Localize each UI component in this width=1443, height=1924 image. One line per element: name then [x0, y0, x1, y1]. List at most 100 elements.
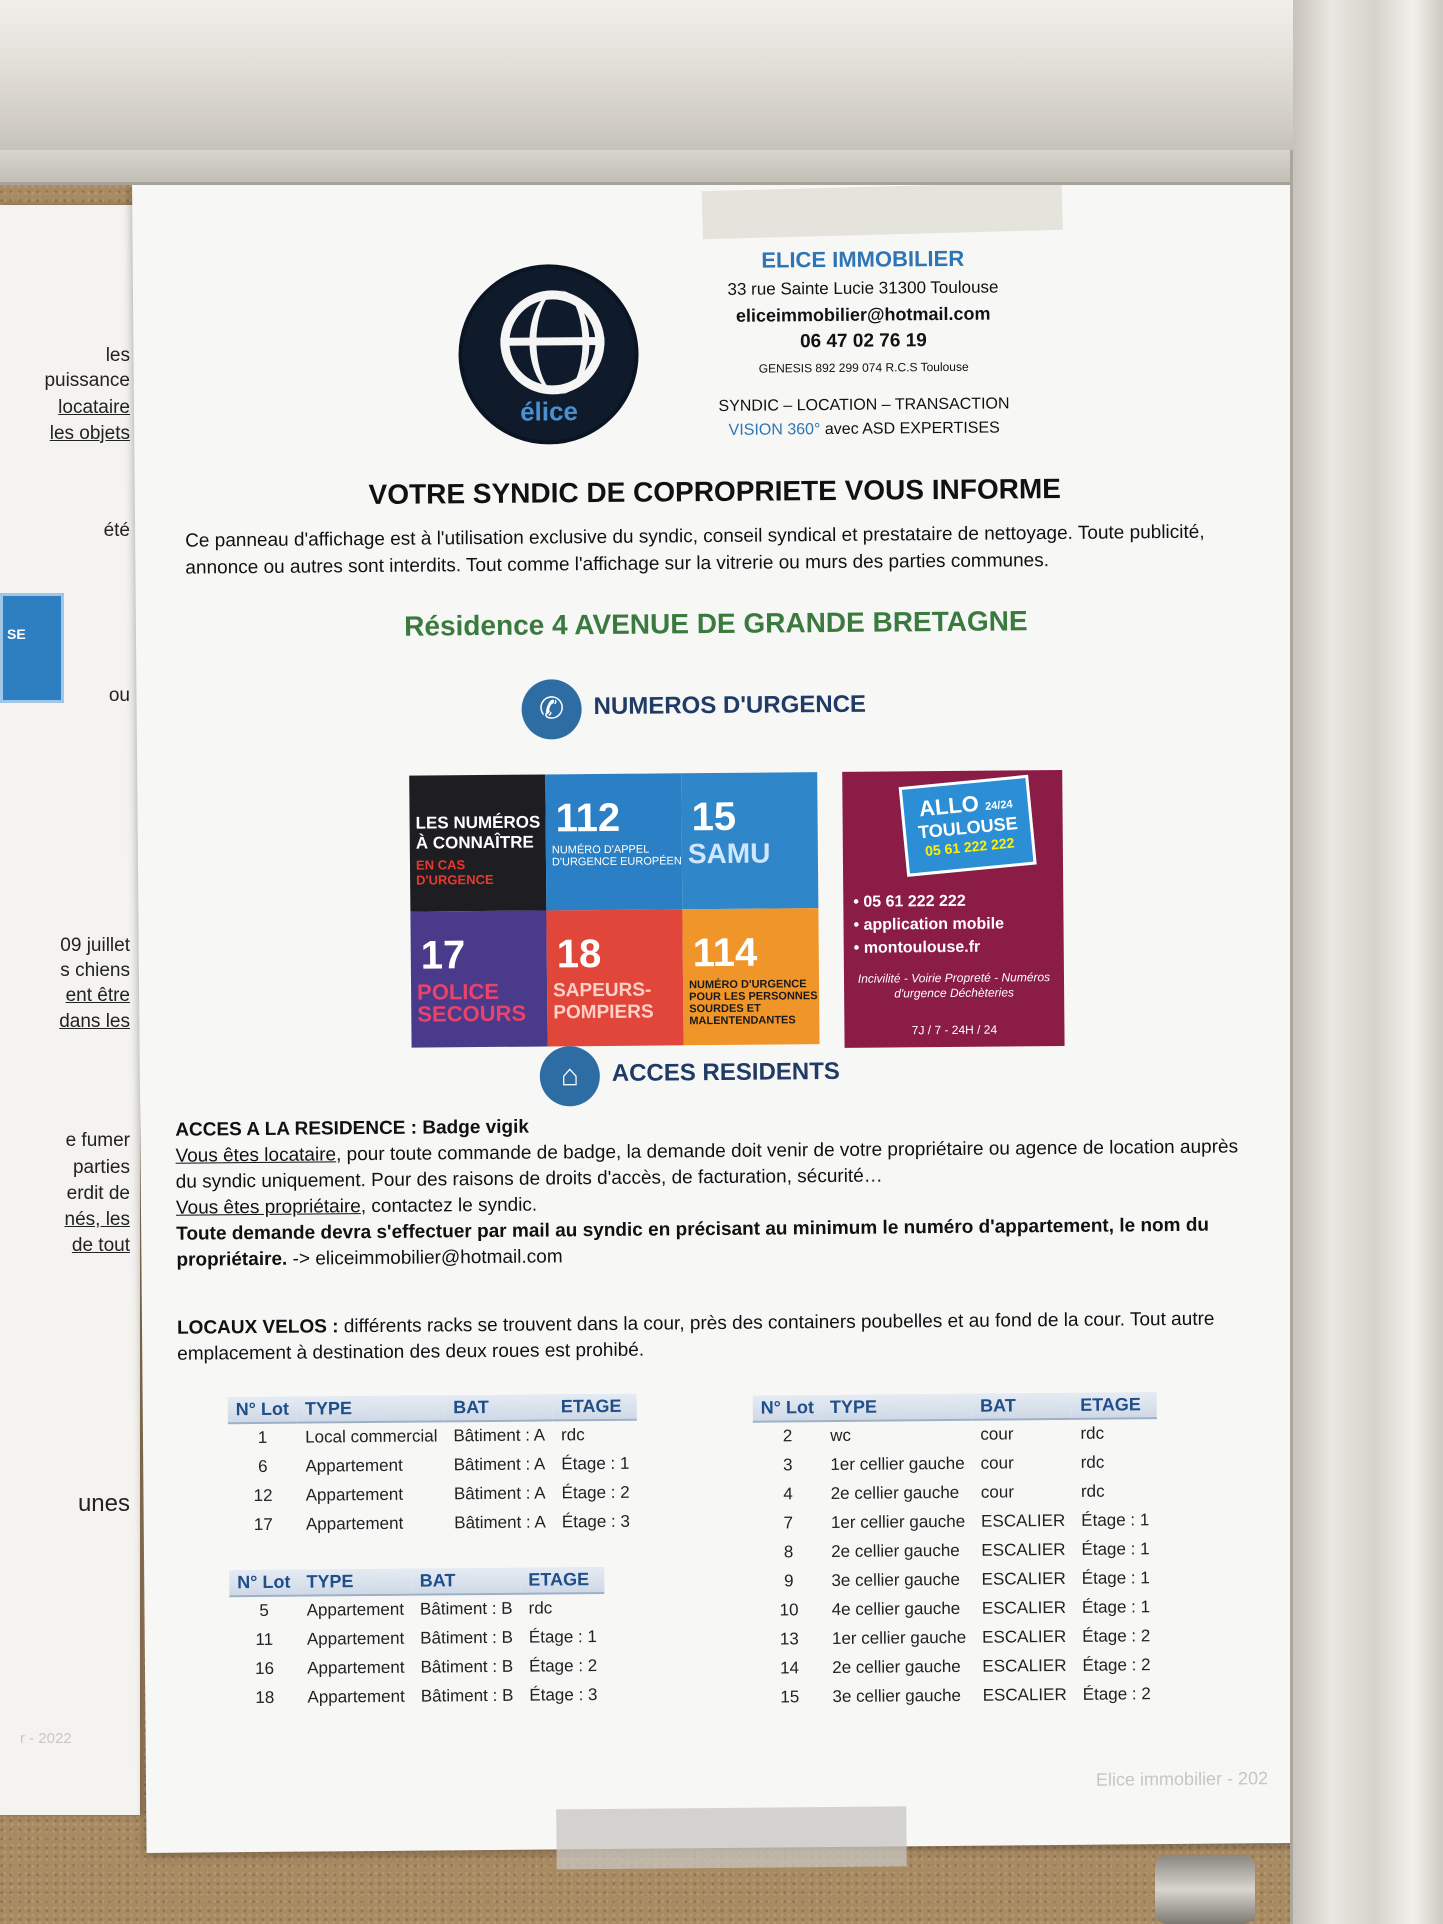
table-row: 8 2e cellier gauche ESCALIER Étage : 1	[754, 1534, 1158, 1567]
company-services: SYNDIC – LOCATION – TRANSACTION	[718, 395, 1010, 415]
left-sheet-line: locataire	[58, 397, 130, 418]
table-cell: Appartement	[306, 1628, 405, 1649]
left-sheet-line: erdit de	[66, 1183, 130, 1204]
table-cell: Étage : 1	[1081, 1596, 1151, 1617]
table-row: 15 3e cellier gauche ESCALIER Étage : 2	[755, 1679, 1159, 1712]
tape-top	[701, 181, 1063, 240]
table-cell: 1	[257, 1427, 268, 1448]
globe-icon	[499, 289, 605, 395]
table-cell: cour	[980, 1452, 1014, 1473]
table-cell: Étage : 1	[1081, 1538, 1150, 1559]
table-cell: cour	[980, 1481, 1015, 1502]
left-sheet-line: e fumer	[65, 1130, 130, 1151]
table-cell: 17	[253, 1514, 273, 1534]
company-vision: VISION 360° avec ASD EXPERTISES	[674, 419, 1054, 440]
tile-112-label: NUMÉRO D'APPEL D'URGENCE EUROPÉEN	[551, 843, 682, 869]
table-row: 12 Appartement Bâtiment : A Étage : 2	[228, 1478, 637, 1511]
table-cell: Étage : 3	[529, 1684, 598, 1705]
table-cell: 4	[783, 1483, 793, 1503]
home-icon: ⌂	[539, 1046, 601, 1107]
owner-label: Vous êtes propriétaire	[175, 1196, 361, 1219]
company-phone: 06 47 02 76 19	[799, 330, 927, 353]
table-row: 9 3e cellier gauche ESCALIER Étage : 1	[754, 1563, 1158, 1596]
left-sheet-line: unes	[77, 1490, 130, 1517]
table-cell: ESCALIER	[981, 1539, 1066, 1560]
table-header: ETAGE	[520, 1566, 605, 1594]
table-cell: ESCALIER	[982, 1655, 1067, 1676]
frame-latch	[1155, 1855, 1255, 1924]
table-cell: rdc	[528, 1598, 553, 1618]
left-sheet-line: parties	[72, 1157, 130, 1178]
notice-sheet: élice ELICE IMMOBILIER 33 rue Sainte Luc…	[132, 172, 1307, 1870]
table-cell: Bâtiment : A	[453, 1425, 546, 1446]
left-sheet-line: nés, les	[64, 1209, 130, 1230]
table-cell: ESCALIER	[982, 1684, 1067, 1705]
left-sheet-line: ou	[108, 685, 130, 706]
table-row: 3 1er cellier gauche cour rdc	[753, 1447, 1157, 1480]
table-cell: Appartement	[307, 1657, 405, 1678]
elice-logo: élice	[457, 263, 640, 446]
velos-label: LOCAUX VELOS :	[176, 1316, 339, 1339]
table-cell: 2e cellier gauche	[832, 1656, 961, 1677]
table-header: BAT	[445, 1394, 553, 1422]
left-sheet-line: les	[105, 345, 130, 366]
left-sheet-line: dans les	[59, 1011, 130, 1032]
left-sheet-line: de tout	[71, 1235, 130, 1256]
table-header: TYPE	[821, 1393, 973, 1422]
table-cell: Appartement	[305, 1455, 403, 1476]
table-row: 16 Appartement Bâtiment : B Étage : 2	[230, 1651, 605, 1683]
table-cell: Bâtiment : B	[420, 1627, 513, 1648]
table-cell: 9	[784, 1570, 794, 1590]
table-cell: 8	[783, 1541, 794, 1561]
table-cell: cour	[980, 1424, 1014, 1444]
logo-text: élice	[519, 396, 579, 427]
table-row: 5 Appartement Bâtiment : B rdc	[229, 1593, 604, 1625]
table-cell: Appartement	[305, 1484, 404, 1505]
table-cell: 15	[780, 1686, 800, 1706]
table-cell: 3	[783, 1454, 793, 1474]
table-cell: Étage : 1	[1081, 1509, 1150, 1530]
table-cell: 13	[779, 1628, 799, 1648]
table-row: 10 4e cellier gauche ESCALIER Étage : 1	[754, 1592, 1158, 1625]
allo-bullet-1: • 05 61 222 222	[853, 892, 966, 911]
table-header: N° Lot	[227, 1396, 298, 1424]
table-cell: 5	[259, 1600, 269, 1621]
notice-title: VOTRE SYNDIC DE COPROPRIETE VOUS INFORME	[368, 472, 1062, 511]
table-cell: Appartement	[307, 1686, 405, 1707]
table-row: 7 1er cellier gauche ESCALIER Étage : 1	[754, 1505, 1158, 1538]
table-cell: Bâtiment : B	[420, 1685, 514, 1706]
request-mail: -> eliceimmobilier@hotmail.com	[287, 1246, 563, 1270]
access-text: ACCES A LA RESIDENCE : Badge vigik Vous …	[175, 1108, 1256, 1273]
table-row: 11 Appartement Bâtiment : B Étage : 1	[230, 1622, 605, 1654]
tile-114-label: NUMÉRO D'URGENCE POUR LES PERSONNES SOUR…	[688, 978, 818, 1028]
table-cell: Étage : 2	[529, 1655, 598, 1676]
tile-18-number: 18	[556, 931, 602, 977]
table-cell: 2	[782, 1426, 793, 1446]
table-cell: ESCALIER	[981, 1597, 1067, 1618]
table-cell: 1er cellier gauche	[831, 1627, 967, 1648]
table-row: 6 Appartement Bâtiment : A Étage : 1	[228, 1449, 637, 1482]
table-row: 1 Local commercial Bâtiment : A rdc	[228, 1420, 637, 1453]
table-header: BAT	[972, 1392, 1073, 1420]
table-header: TYPE	[298, 1568, 412, 1596]
table-cell: 10	[779, 1599, 799, 1619]
table-cell: 7	[783, 1512, 794, 1532]
velos-text: LOCAUX VELOS : différents racks se trouv…	[177, 1306, 1267, 1368]
left-sheet-line: puissance	[44, 370, 130, 391]
left-sheet-line: 09 juillet	[60, 935, 130, 956]
owner-text: , contactez le syndic.	[360, 1194, 538, 1218]
table-header: ETAGE	[1072, 1392, 1157, 1419]
badge-label: ACCES A LA RESIDENCE	[175, 1117, 406, 1141]
table-cell: rdc	[1080, 1423, 1105, 1443]
tile-17-label: POLICE SECOURS	[416, 978, 527, 1027]
emergency-heading: ✆ NUMEROS D'URGENCE	[521, 679, 866, 740]
table-cell: Bâtiment : A	[453, 1454, 546, 1474]
table-header: BAT	[411, 1567, 521, 1595]
poster-intro-line-2: À CONNAÎTRE	[415, 832, 534, 853]
notice-intro: Ce panneau d'affichage est à l'utilisati…	[185, 521, 1205, 579]
allo-bullet-2: • application mobile	[853, 915, 1005, 934]
poster-intro-line-1: LES NUMÉROS	[415, 812, 541, 833]
tile-15-number: 15	[691, 794, 737, 840]
table-cell: Étage : 1	[1081, 1567, 1150, 1588]
emergency-title: NUMEROS D'URGENCE	[593, 690, 867, 721]
